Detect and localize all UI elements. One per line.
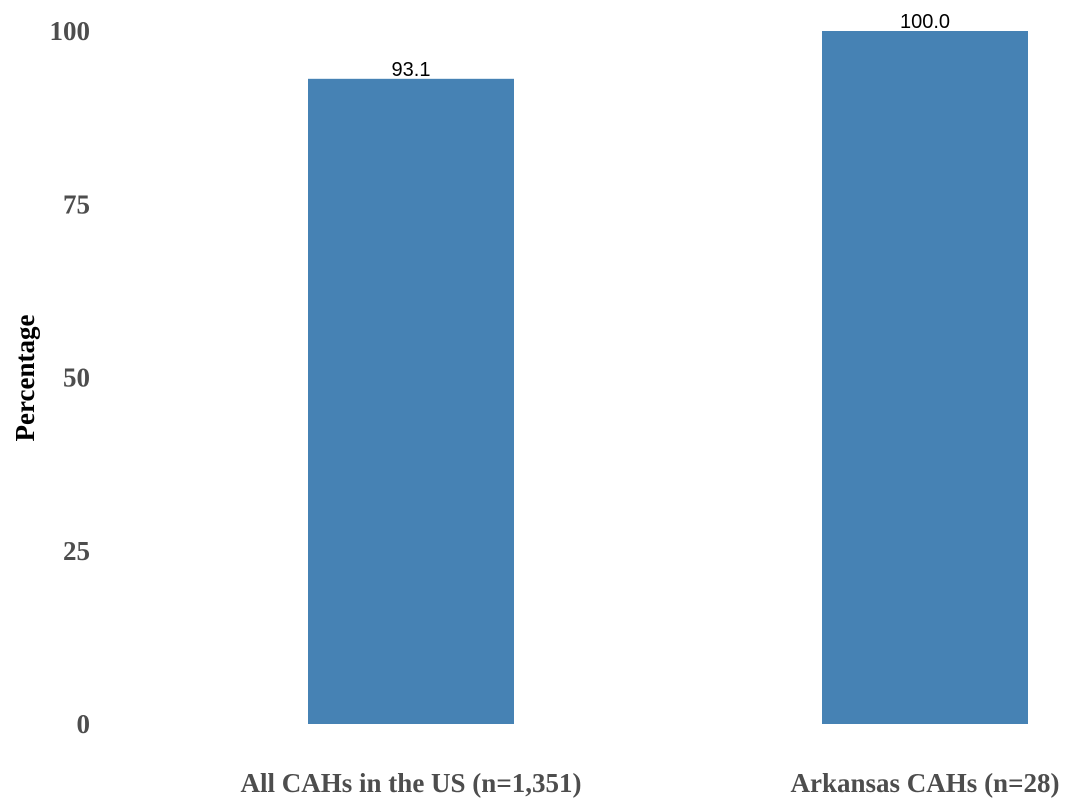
bar-value-label: 93.1	[392, 59, 431, 81]
y-tick-label: 25	[63, 536, 90, 566]
y-axis-ticks: 0 25 50 75 100	[50, 16, 91, 739]
data-labels: 93.1 100.0	[392, 11, 951, 81]
bar-value-label: 100.0	[900, 11, 950, 33]
y-axis-label: Percentage	[10, 315, 40, 442]
bar	[308, 78, 514, 724]
bars	[308, 31, 1028, 724]
x-category-label: All CAHs in the US (n=1,351)	[241, 768, 582, 798]
y-tick-label: 0	[77, 709, 91, 739]
y-tick-label: 75	[63, 189, 90, 219]
x-category-label: Arkansas CAHs (n=28)	[791, 768, 1060, 798]
bar	[822, 31, 1028, 724]
x-axis-category-labels: All CAHs in the US (n=1,351) Arkansas CAH…	[241, 768, 1060, 798]
y-tick-label: 100	[50, 16, 91, 46]
y-tick-label: 50	[63, 363, 90, 393]
